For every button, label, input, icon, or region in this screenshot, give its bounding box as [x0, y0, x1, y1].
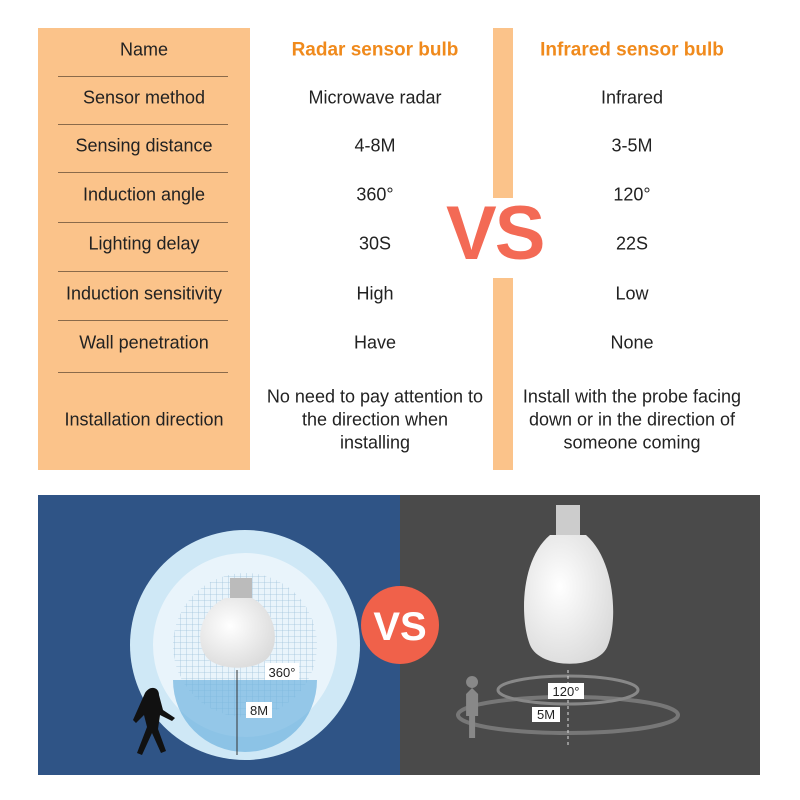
value-cell: None [610, 332, 654, 353]
value-cell: 4-8M [354, 135, 396, 156]
value-cell: No need to pay attention to the directio… [266, 386, 484, 453]
row-divider [58, 76, 228, 77]
column-header: Infrared sensor bulb [540, 39, 724, 61]
name-header: Name [119, 39, 168, 60]
row-divider [58, 172, 228, 173]
radar-angle: 360° [269, 665, 296, 680]
vs-badge-circle [361, 586, 439, 664]
value-cell: Microwave radar [308, 87, 442, 108]
value-cell: 3-5M [611, 135, 653, 156]
row-label: Induction sensitivity [65, 283, 223, 304]
value-cell: 120° [613, 184, 651, 205]
value-cell: Install with the probe facing down or in… [522, 386, 742, 453]
radar-illustration [130, 530, 360, 760]
row-divider [58, 124, 228, 125]
radar-distance: 8M [250, 703, 268, 718]
value-cell: 360° [356, 184, 394, 205]
value-cell: 30S [358, 233, 392, 254]
value-cell: Infrared [600, 87, 664, 108]
value-cell: 22S [615, 233, 649, 254]
infrared-angle: 120° [553, 684, 580, 699]
row-label: Wall penetration [79, 332, 209, 353]
row-label: Induction angle [82, 184, 206, 205]
value-cell: High [356, 283, 394, 304]
row-label: Lighting delay [88, 233, 200, 254]
name-column [38, 28, 250, 470]
row-divider [58, 320, 228, 321]
infrared-panel [400, 495, 760, 775]
radar-panel [38, 495, 400, 775]
value-cell: Low [615, 283, 649, 304]
row-divider [58, 372, 228, 373]
divider-top [493, 28, 513, 198]
divider-bottom [493, 278, 513, 470]
value-cell: Have [353, 332, 397, 353]
vs-label: VS [446, 191, 545, 276]
infrared-illustration [456, 505, 680, 745]
column-header: Radar sensor bulb [291, 39, 459, 61]
row-label: Sensor method [82, 87, 206, 108]
row-divider [58, 271, 228, 272]
row-label: Sensing distance [75, 135, 213, 156]
row-label: Installation direction [64, 409, 224, 430]
row-divider [58, 222, 228, 223]
infrared-distance: 5M [537, 707, 555, 722]
vs-badge: VS [373, 605, 426, 649]
